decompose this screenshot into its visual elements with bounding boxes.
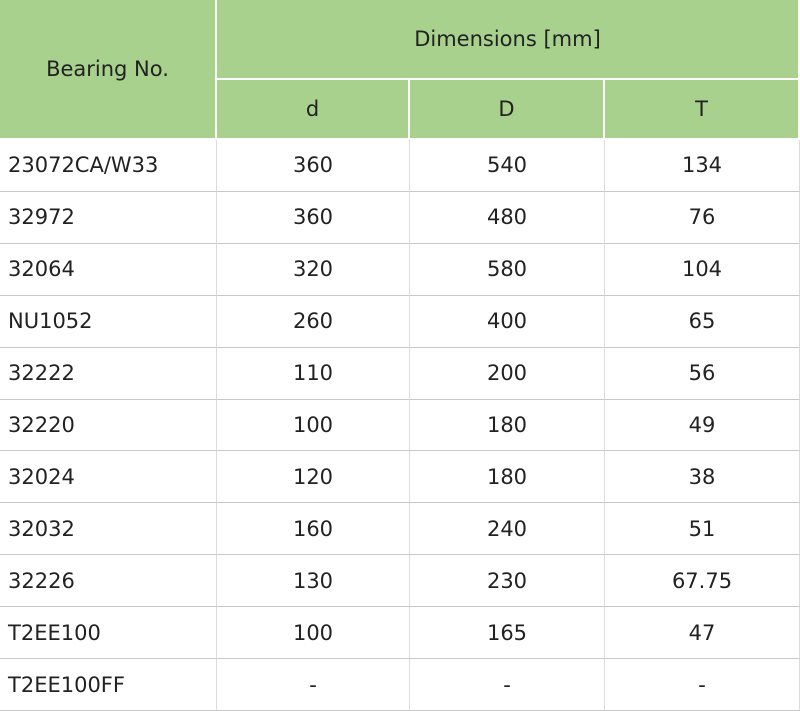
dimension-cell: 230 [410, 555, 605, 608]
header-cell: D [410, 80, 605, 140]
dimension-cell: 65 [605, 295, 800, 348]
dimension-cell: 580 [410, 243, 605, 296]
dimension-cell: 120 [217, 451, 410, 504]
dimension-cell: 260 [217, 295, 410, 348]
header-cell: d [217, 80, 410, 140]
dimension-cell: 400 [410, 295, 605, 348]
header-cell: T [605, 80, 800, 140]
dimension-cell: 165 [410, 607, 605, 660]
dimension-cell: 51 [605, 503, 800, 556]
dimension-cell: 76 [605, 191, 800, 244]
dimension-cell: 49 [605, 399, 800, 452]
bearing-cell: 32220 [0, 399, 217, 452]
bearing-cell: 32226 [0, 555, 217, 608]
dimension-cell: 56 [605, 347, 800, 400]
bearing-cell: 23072CA/W33 [0, 140, 217, 192]
dimension-cell: 100 [217, 399, 410, 452]
dimension-cell: 160 [217, 503, 410, 556]
dimension-cell: 110 [217, 347, 410, 400]
bearing-cell: 32972 [0, 191, 217, 244]
dimension-cell: 180 [410, 399, 605, 452]
bearing-cell: 32032 [0, 503, 217, 556]
dimension-cell: 38 [605, 451, 800, 504]
dimension-cell: 360 [217, 140, 410, 192]
dimension-cell: 134 [605, 140, 800, 192]
header-cell: Bearing No. [0, 0, 217, 140]
bearing-cell: 32222 [0, 347, 217, 400]
bearing-cell: 32064 [0, 243, 217, 296]
dimension-cell: 240 [410, 503, 605, 556]
dimension-cell: - [605, 659, 800, 711]
dimension-cell: 100 [217, 607, 410, 660]
bearing-cell: NU1052 [0, 295, 217, 348]
dimension-cell: 480 [410, 191, 605, 244]
dimension-cell: 67.75 [605, 555, 800, 608]
bearing-cell: 32024 [0, 451, 217, 504]
bearing-cell: T2EE100FF [0, 659, 217, 711]
dimension-cell: - [410, 659, 605, 711]
dimension-cell: 320 [217, 243, 410, 296]
dimension-cell: 360 [217, 191, 410, 244]
header-cell: Dimensions [mm] [217, 0, 800, 80]
dimension-cell: 200 [410, 347, 605, 400]
dimension-cell: 130 [217, 555, 410, 608]
dimension-cell: 180 [410, 451, 605, 504]
dimension-cell: 540 [410, 140, 605, 192]
bearing-cell: T2EE100 [0, 607, 217, 660]
dimension-cell: 104 [605, 243, 800, 296]
dimension-cell: 47 [605, 607, 800, 660]
dimension-cell: - [217, 659, 410, 711]
